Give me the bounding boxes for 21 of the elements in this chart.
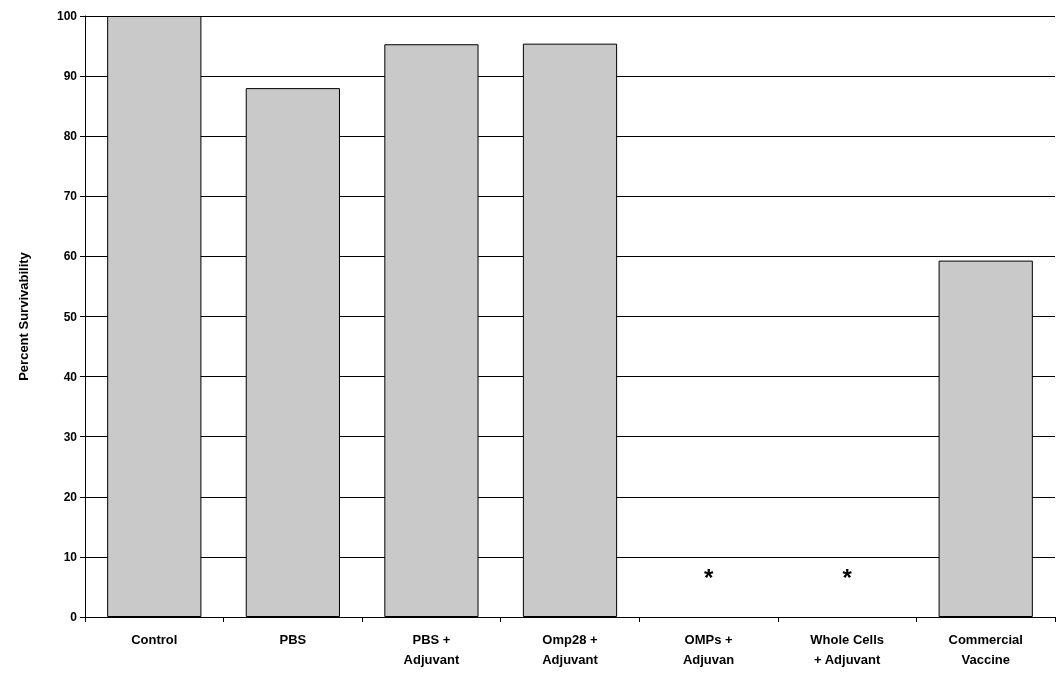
y-tick-label: 40 (63, 369, 78, 384)
x-tick-label: Control (131, 631, 178, 647)
y-tick-label: 100 (56, 9, 78, 23)
y-tick-label: 50 (63, 309, 78, 324)
y-tick-label: 30 (63, 429, 78, 444)
y-tick-label: 20 (63, 489, 78, 504)
x-tick-label: Commercial Vaccine (948, 631, 1023, 667)
y-tick-label: 80 (63, 129, 78, 144)
y-tick-label: 10 (63, 549, 78, 564)
data-label: * (842, 563, 853, 591)
data-label: * (703, 563, 714, 591)
x-tick-label: PBS (279, 631, 307, 647)
y-tick-label: 0 (70, 610, 78, 624)
x-tick-label: Omp28 + Adjuvant (542, 631, 599, 667)
x-tick-label: OMPs + Adjuvan (682, 631, 735, 667)
y-axis-title: Percent Survivability (16, 251, 31, 381)
y-tick-label: 70 (63, 189, 78, 204)
x-tick-label: PBS + Adjuvant (403, 631, 460, 667)
x-tick-label: Whole Cells + Adjuvant (810, 631, 884, 667)
y-tick-label: 60 (63, 249, 78, 264)
y-tick-label: 90 (63, 69, 78, 84)
